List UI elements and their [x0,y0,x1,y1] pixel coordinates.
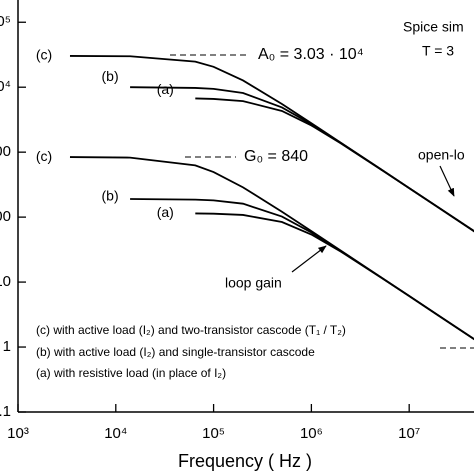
y-tick-label: 10⁴ [0,78,11,95]
note: (c) with active load (I₂) and two-transi… [36,323,346,337]
x-tick-label: 10⁶ [300,425,323,442]
y-tick-label: 0.1 [0,403,11,420]
series-line [130,198,474,341]
x-tick-label: 10⁷ [398,425,420,442]
plot-area [69,55,474,341]
x-tick-label: 10⁴ [104,425,127,442]
note: (b) with active load (I₂) and single-tra… [36,345,315,359]
arrow [291,245,327,273]
series-line [69,55,474,233]
arrow [439,165,455,197]
series-label: (b) [102,68,119,84]
annotation: open-lo [418,147,465,163]
y-tick-label: 10⁵ [0,13,11,30]
series-label: (a) [157,81,174,97]
series-label: (c) [36,148,52,164]
annotation: A₀ = 3.03 · 10⁴ [258,46,364,63]
note: (a) with resistive load (in place of I₂) [36,366,226,380]
annotation: T = 3 [422,43,454,59]
annotation: loop gain [225,275,282,291]
y-tick-label: 10 [0,273,11,290]
y-tick-label: 1 [3,338,11,355]
series-line [195,212,474,341]
series-label: (b) [102,188,119,204]
series-label: (c) [36,47,52,63]
x-axis-label: Frequency ( Hz ) [178,451,312,471]
x-tick-label: 10⁵ [202,425,225,442]
x-tick-label: 10³ [7,425,29,442]
series-line [195,97,474,233]
y-tick-label: 100 [0,208,11,225]
annotation: G₀ = 840 [244,148,308,165]
annotation: Spice sim [403,19,464,35]
series-line [69,156,474,341]
series-label: (a) [157,204,174,220]
